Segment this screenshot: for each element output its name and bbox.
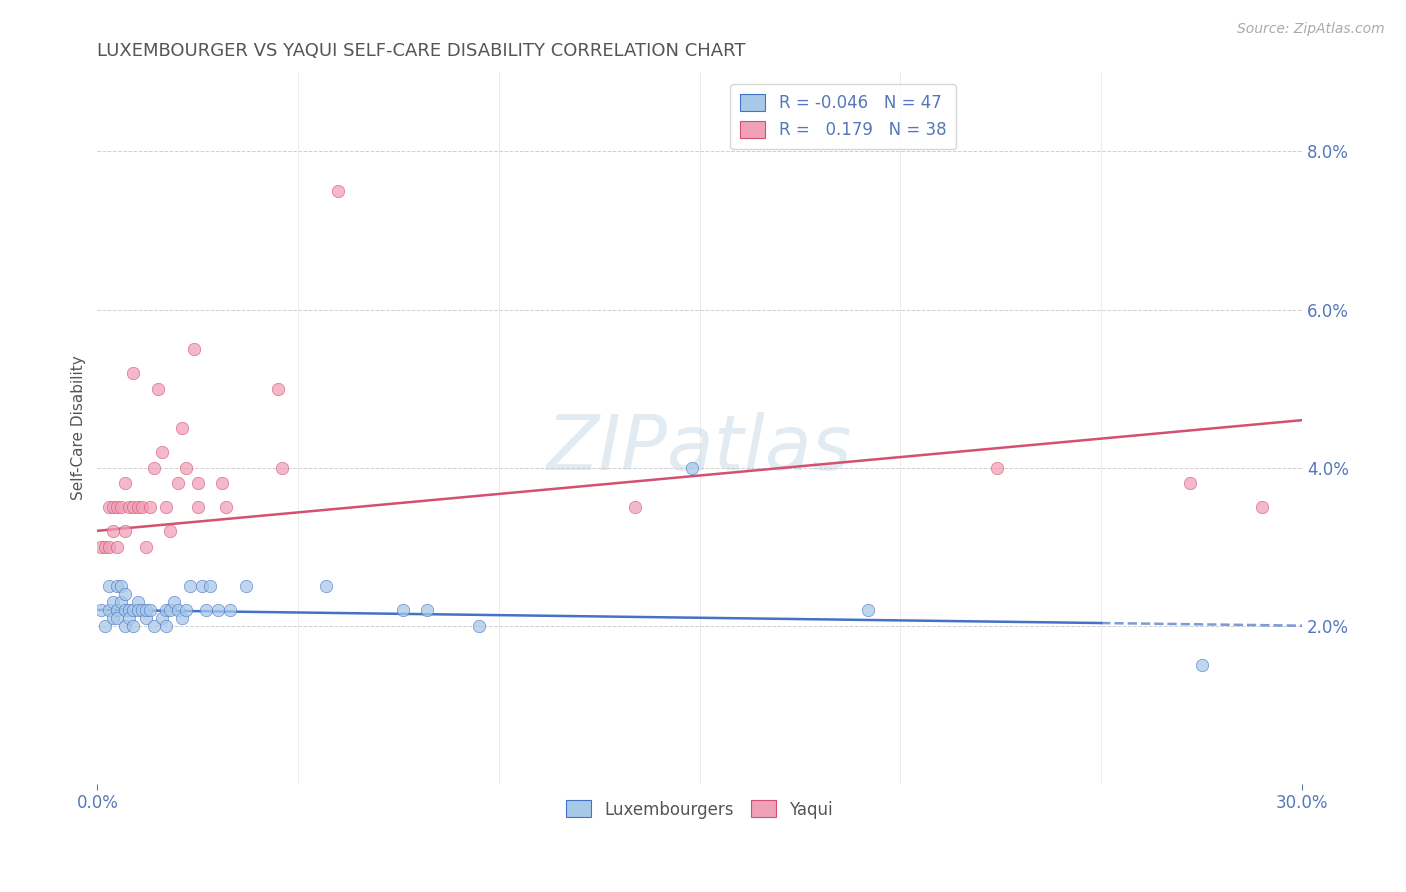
Point (131, 603, 153, 617)
Point (174, 460, 197, 475)
Point (110, 579, 132, 593)
Point (174, 603, 197, 617)
Point (135, 611, 157, 625)
Point (98, 579, 121, 593)
Y-axis label: Self-Care Disability: Self-Care Disability (72, 356, 86, 500)
Point (90, 603, 112, 617)
Point (114, 524, 136, 538)
Point (103, 595, 125, 609)
Point (187, 500, 209, 515)
Point (468, 618, 491, 632)
Point (131, 500, 153, 515)
Point (1250, 500, 1272, 515)
Point (179, 579, 201, 593)
Point (211, 476, 233, 491)
Point (107, 540, 129, 554)
Point (138, 500, 160, 515)
Point (170, 611, 193, 625)
Point (155, 500, 177, 515)
Point (271, 460, 294, 475)
Point (391, 603, 413, 617)
Point (150, 444, 173, 458)
Point (103, 611, 125, 625)
Point (328, 184, 350, 198)
Point (122, 603, 145, 617)
Point (142, 618, 165, 632)
Point (103, 524, 125, 538)
Point (150, 611, 173, 625)
Point (107, 611, 129, 625)
Point (235, 579, 257, 593)
Point (159, 603, 181, 617)
Point (118, 611, 141, 625)
Text: Source: ZipAtlas.com: Source: ZipAtlas.com (1237, 22, 1385, 37)
Point (98, 603, 121, 617)
Point (155, 603, 177, 617)
Point (166, 603, 188, 617)
Point (159, 524, 181, 538)
Point (103, 500, 125, 515)
Point (146, 382, 169, 396)
Point (194, 603, 217, 617)
Point (114, 587, 136, 601)
Point (267, 382, 290, 396)
Point (142, 460, 165, 475)
Point (1178, 476, 1201, 491)
Point (215, 500, 238, 515)
Point (94, 618, 117, 632)
Point (155, 618, 177, 632)
Point (118, 603, 141, 617)
Point (98, 540, 121, 554)
Point (90, 540, 112, 554)
Point (114, 476, 136, 491)
Point (415, 603, 437, 617)
Point (135, 603, 157, 617)
Point (122, 500, 145, 515)
Point (94, 540, 117, 554)
Point (207, 603, 229, 617)
Point (114, 603, 136, 617)
Point (681, 460, 703, 475)
Point (107, 603, 129, 617)
Point (135, 540, 157, 554)
Point (198, 579, 221, 593)
Point (218, 603, 240, 617)
Point (122, 618, 145, 632)
Point (1191, 658, 1213, 673)
Point (624, 500, 647, 515)
Point (986, 460, 1008, 475)
Point (127, 603, 149, 617)
Point (122, 366, 145, 380)
Point (118, 500, 141, 515)
Text: LUXEMBOURGER VS YAQUI SELF-CARE DISABILITY CORRELATION CHART: LUXEMBOURGER VS YAQUI SELF-CARE DISABILI… (97, 42, 745, 60)
Legend: Luxembourgers, Yaqui: Luxembourgers, Yaqui (560, 794, 839, 825)
Point (187, 476, 209, 491)
Point (110, 595, 132, 609)
Point (138, 603, 160, 617)
Point (183, 342, 205, 356)
Point (98, 500, 121, 515)
Point (107, 500, 129, 515)
Point (114, 618, 136, 632)
Text: ZIPatlas: ZIPatlas (547, 412, 852, 486)
Point (190, 579, 212, 593)
Point (127, 500, 149, 515)
Point (163, 595, 186, 609)
Point (858, 603, 880, 617)
Point (127, 595, 149, 609)
Point (315, 579, 337, 593)
Point (110, 500, 132, 515)
Point (166, 476, 188, 491)
Point (170, 421, 193, 435)
Point (107, 579, 129, 593)
